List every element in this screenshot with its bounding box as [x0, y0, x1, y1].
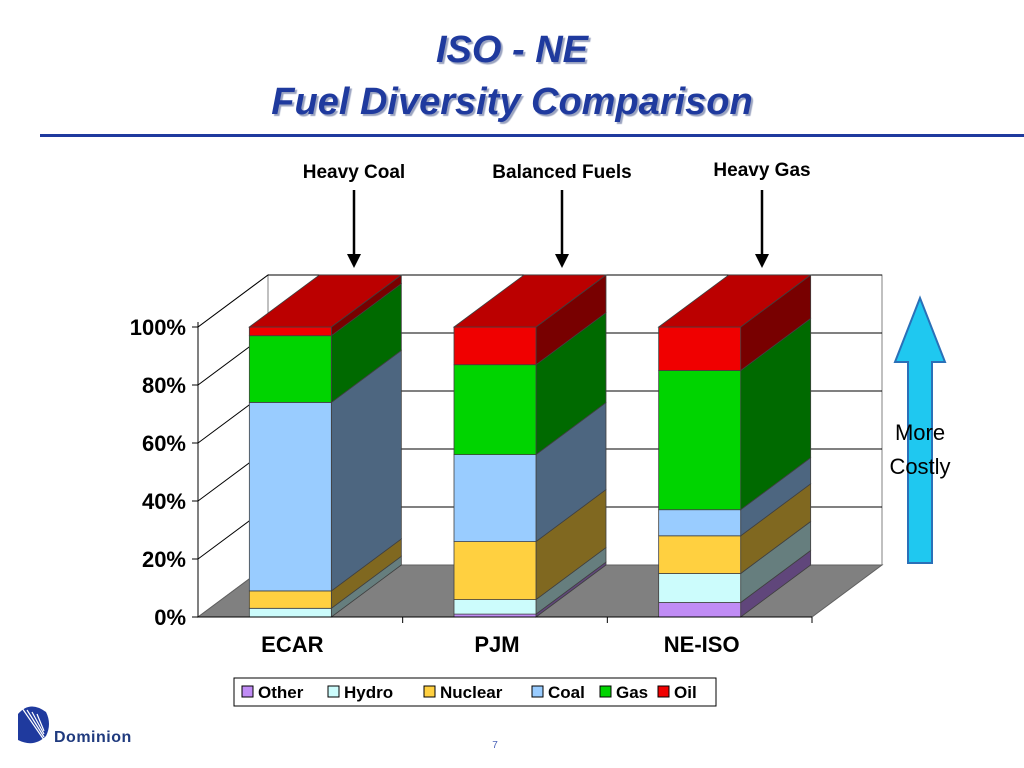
y-tick-label: 60% [142, 431, 186, 456]
legend-label: Gas [616, 683, 648, 702]
arrow-label-line1: More [895, 420, 945, 445]
y-tick-label: 40% [142, 489, 186, 514]
bar-segment-nuclear [248, 590, 332, 609]
annotation-label: Heavy Coal [303, 162, 405, 183]
bar-segment-oil [658, 326, 742, 371]
legend-box [233, 677, 717, 707]
y-tick-label: 20% [142, 547, 186, 572]
bar-segment-hydro [453, 599, 537, 615]
gridline [197, 274, 882, 328]
bar-segment-gas [453, 364, 537, 456]
bar-stack-ecar [248, 274, 403, 618]
bar-segment-hydro [248, 607, 332, 618]
legend-label: Coal [548, 683, 585, 702]
bar-segment-nuclear [453, 541, 537, 600]
logo-wordmark: Dominion [54, 729, 132, 746]
up-arrow-shape [893, 295, 947, 564]
more-costly-arrow: More Costly [889, 295, 951, 564]
legend-swatch [531, 685, 544, 698]
slide-title-line1: ISO - NE [435, 29, 589, 71]
bar-segment-oil [453, 326, 537, 366]
x-tick-label: ECAR [261, 632, 323, 657]
title-divider [40, 134, 1024, 137]
legend-label: Oil [674, 683, 697, 702]
page-number: 7 [492, 740, 498, 751]
legend-label: Hydro [344, 683, 393, 702]
y-tick-label: 0% [154, 605, 186, 630]
chart-annotations: Heavy Coal Balanced Fuels Heavy Gas [303, 160, 811, 268]
annotation-arrowhead [347, 254, 361, 268]
annotation-arrowhead [755, 254, 769, 268]
logo-mark-stripe [21, 707, 45, 741]
chart-legend: Other Hydro Nuclear Coal Gas Oil [233, 677, 717, 707]
bar-stack-ne-iso [657, 274, 812, 618]
legend-swatch [327, 685, 340, 698]
arrow-label-line2: Costly [889, 454, 950, 479]
x-tick-label: PJM [474, 632, 519, 657]
dominion-logo [18, 706, 49, 744]
bar-top-oil [657, 274, 812, 328]
bar-segment-oil [248, 326, 332, 337]
bar-segment-gas [658, 370, 742, 511]
bar-segment-coal [658, 509, 742, 537]
chart-bars [248, 274, 812, 618]
legend-swatch [599, 685, 612, 698]
chart-axes: 0% 20% 40% 60% 80% 100% ECAR PJM NE-ISO [130, 315, 813, 657]
bar-segment-coal [453, 454, 537, 543]
bar-segment-other [658, 602, 742, 618]
legend-swatch [657, 685, 670, 698]
bar-stack-pjm [452, 274, 608, 618]
bar-top-oil [248, 274, 403, 328]
x-tick-label: NE-ISO [664, 632, 740, 657]
annotation-label: Heavy Gas [713, 160, 810, 181]
annotation-label: Balanced Fuels [492, 162, 631, 183]
legend-label: Nuclear [440, 683, 503, 702]
logo-mark-stripe [31, 711, 45, 735]
bar-segment-coal [248, 401, 332, 592]
bar-segment-nuclear [658, 535, 742, 574]
legend-swatch [423, 685, 436, 698]
bar-top-oil [452, 274, 608, 328]
y-tick-label: 100% [130, 315, 186, 340]
slide-title-line2: Fuel Diversity Comparison [271, 81, 753, 123]
bar-segment-gas [248, 335, 332, 403]
bar-segment-hydro [658, 573, 742, 603]
logo-mark-stripe [26, 709, 45, 738]
logo-mark-stripe [36, 713, 45, 732]
y-tick-label: 80% [142, 373, 186, 398]
legend-swatch [241, 685, 254, 698]
annotation-arrowhead [555, 254, 569, 268]
legend-label: Other [258, 683, 304, 702]
